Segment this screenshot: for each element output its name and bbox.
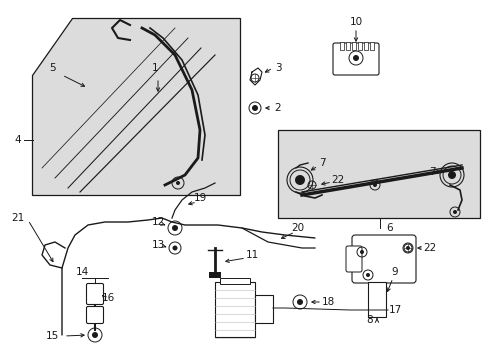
Circle shape (172, 225, 178, 231)
Bar (208, 272, 221, 278)
Bar (363, 42, 367, 50)
Text: 3: 3 (274, 63, 281, 73)
Circle shape (365, 273, 369, 277)
Text: 19: 19 (193, 193, 206, 203)
Text: 7: 7 (318, 158, 325, 168)
FancyBboxPatch shape (86, 284, 103, 305)
Circle shape (372, 183, 376, 187)
Text: 8: 8 (366, 315, 372, 325)
Circle shape (176, 181, 180, 185)
Bar (369, 42, 373, 50)
FancyBboxPatch shape (332, 43, 378, 75)
Text: 15: 15 (45, 331, 59, 341)
Text: 10: 10 (349, 17, 362, 27)
FancyBboxPatch shape (86, 306, 103, 324)
Circle shape (172, 246, 177, 251)
Text: 20: 20 (291, 223, 304, 233)
Circle shape (294, 175, 305, 185)
Text: 14: 14 (75, 267, 88, 277)
Bar (254, 295, 272, 323)
Text: 1: 1 (151, 63, 158, 73)
Text: 22: 22 (423, 243, 436, 253)
Text: 17: 17 (387, 305, 401, 315)
Text: 2: 2 (274, 103, 281, 113)
Circle shape (359, 250, 363, 254)
Circle shape (352, 55, 358, 61)
Bar (215, 282, 254, 337)
Text: 22: 22 (331, 175, 344, 185)
Text: 7: 7 (428, 167, 434, 177)
Circle shape (447, 171, 455, 179)
Text: 4: 4 (15, 135, 21, 145)
Polygon shape (32, 18, 240, 195)
Text: 5: 5 (49, 63, 55, 73)
Circle shape (296, 299, 303, 305)
Circle shape (92, 332, 98, 338)
Text: 21: 21 (11, 213, 24, 223)
Text: 13: 13 (151, 240, 164, 250)
Bar (357, 42, 361, 50)
Bar (346, 42, 349, 50)
Text: 18: 18 (321, 297, 334, 307)
Text: 9: 9 (391, 267, 398, 277)
Bar (220, 278, 249, 284)
Circle shape (452, 210, 456, 214)
Bar (351, 42, 355, 50)
Bar (367, 282, 385, 317)
Text: 16: 16 (101, 293, 114, 303)
Circle shape (251, 105, 258, 111)
Text: 11: 11 (245, 250, 258, 260)
Bar (278, 130, 479, 218)
Bar (339, 42, 343, 50)
Text: 6: 6 (386, 223, 392, 233)
FancyBboxPatch shape (346, 246, 361, 272)
Text: 12: 12 (151, 217, 164, 227)
FancyBboxPatch shape (351, 235, 415, 283)
Circle shape (405, 246, 409, 250)
